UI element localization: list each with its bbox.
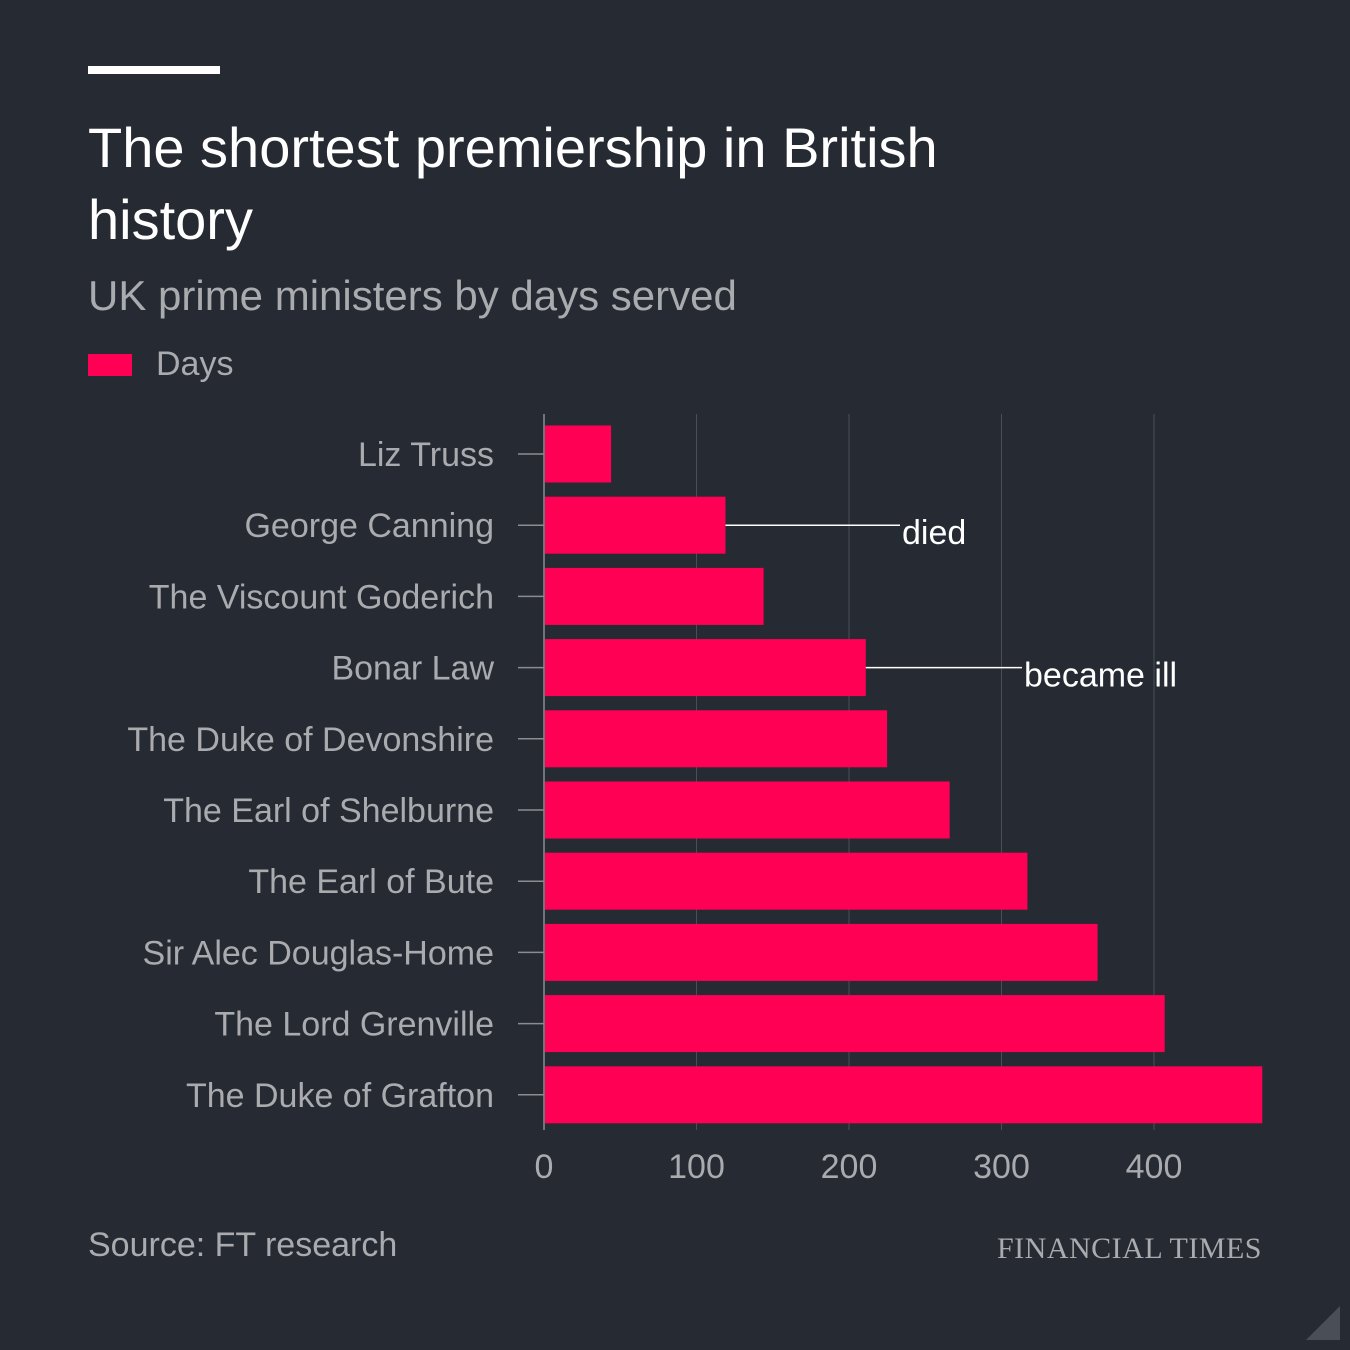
category-label-the-duke-of-grafton: The Duke of Grafton <box>186 1077 494 1115</box>
source-note: Source: FT research <box>88 1226 398 1264</box>
annotation-died: died <box>902 514 966 552</box>
bar-the-earl-of-bute <box>545 852 1028 910</box>
category-label-the-duke-of-devonshire: The Duke of Devonshire <box>127 721 494 759</box>
bar-sir-alec-douglas-home <box>545 923 1098 981</box>
category-label-the-earl-of-shelburne: The Earl of Shelburne <box>163 792 494 830</box>
bar-liz-truss <box>545 425 612 483</box>
category-label-the-lord-grenville: The Lord Grenville <box>214 1006 494 1044</box>
x-tick-label-400: 400 <box>1126 1148 1183 1186</box>
x-tick-label-0: 0 <box>535 1148 554 1186</box>
top-rule <box>88 66 220 74</box>
bar-the-lord-grenville <box>545 995 1165 1053</box>
annotation-became-ill: became ill <box>1024 657 1177 695</box>
category-label-sir-alec-douglas-home: Sir Alec Douglas-Home <box>143 934 494 972</box>
category-label-george-canning: George Canning <box>244 507 494 545</box>
legend-swatch <box>88 353 132 376</box>
brand-logo: FINANCIAL TIMES <box>996 1232 1262 1265</box>
chart-title: The shortest premiership in British hist… <box>88 116 938 251</box>
category-label-the-viscount-goderich: The Viscount Goderich <box>149 578 494 616</box>
bar-the-duke-of-grafton <box>545 1066 1263 1124</box>
bar-the-viscount-goderich <box>545 567 764 625</box>
x-tick-label-200: 200 <box>821 1148 878 1186</box>
category-label-liz-truss: Liz Truss <box>358 436 494 474</box>
x-tick-label-300: 300 <box>973 1148 1030 1186</box>
x-tick-label-100: 100 <box>668 1148 725 1186</box>
legend: Days <box>88 345 233 384</box>
bar-the-earl-of-shelburne <box>545 781 950 839</box>
resize-corner-icon <box>1306 1306 1340 1340</box>
bar-bonar-law <box>545 639 866 697</box>
bar-the-duke-of-devonshire <box>545 710 888 768</box>
category-label-the-earl-of-bute: The Earl of Bute <box>248 863 494 901</box>
category-label-bonar-law: Bonar Law <box>331 650 494 688</box>
chart-subtitle: UK prime ministers by days served <box>88 272 737 319</box>
legend-label: Days <box>156 345 234 383</box>
bar-george-canning <box>545 496 726 554</box>
